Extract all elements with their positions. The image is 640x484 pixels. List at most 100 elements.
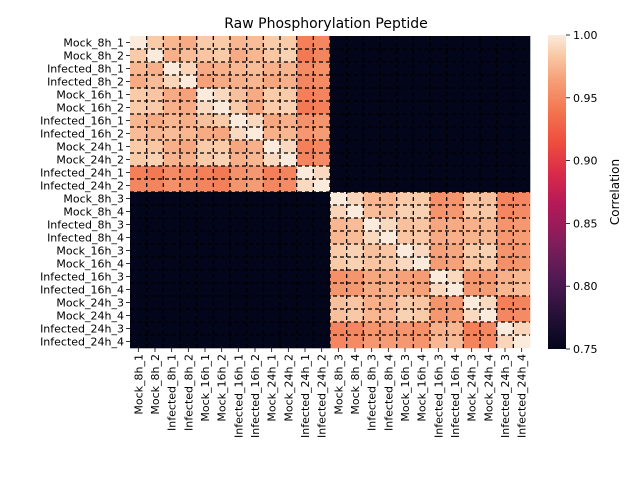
heatmap-cell bbox=[213, 75, 231, 89]
heatmap-cell bbox=[280, 322, 297, 336]
heatmap-cell bbox=[163, 153, 181, 167]
heatmap-cell bbox=[330, 335, 347, 349]
x-tick-label: Infected_16h_2 bbox=[249, 354, 262, 438]
heatmap-cell bbox=[313, 153, 331, 167]
heatmap-cell bbox=[496, 127, 514, 141]
heatmap-cell bbox=[430, 231, 447, 245]
heatmap-cell bbox=[480, 296, 497, 310]
heatmap-cell bbox=[163, 205, 181, 219]
heatmap-cell bbox=[213, 36, 231, 50]
heatmap-cell bbox=[196, 322, 214, 336]
heatmap-cell bbox=[230, 270, 247, 284]
heatmap-cell bbox=[480, 283, 497, 297]
heatmap-cell bbox=[446, 127, 464, 141]
heatmap-cell bbox=[263, 309, 281, 323]
heatmap-cell bbox=[130, 192, 147, 206]
x-tick-label: Infected_16h_3 bbox=[432, 354, 445, 438]
heatmap-cell bbox=[480, 88, 497, 102]
heatmap-cell bbox=[330, 62, 347, 76]
heatmap-cell bbox=[380, 218, 397, 232]
heatmap-cell bbox=[413, 231, 431, 245]
heatmap-cell bbox=[430, 296, 447, 310]
heatmap-cell bbox=[163, 192, 181, 206]
heatmap-cell bbox=[313, 244, 331, 258]
heatmap-cell bbox=[330, 270, 347, 284]
heatmap-cell bbox=[330, 75, 347, 89]
colorbar: 0.75 0.80 0.85 0.90 0.95 1.00 Correlation bbox=[548, 29, 622, 356]
heatmap-cell bbox=[130, 179, 147, 193]
heatmap-cell bbox=[346, 114, 364, 128]
heatmap-cell bbox=[213, 101, 231, 115]
heatmap-cell bbox=[146, 218, 164, 232]
heatmap-cell bbox=[246, 179, 264, 193]
heatmap-cell bbox=[263, 36, 281, 50]
heatmap-cell bbox=[296, 140, 314, 154]
heatmap-cell bbox=[313, 335, 331, 349]
heatmap-cell bbox=[130, 309, 147, 323]
heatmap-cell bbox=[446, 49, 464, 63]
heatmap-cell bbox=[380, 75, 397, 89]
heatmap-cell bbox=[513, 101, 531, 115]
heatmap-cell bbox=[130, 296, 147, 310]
heatmap-cell bbox=[480, 322, 497, 336]
heatmap-cell bbox=[463, 179, 481, 193]
heatmap-cell bbox=[496, 88, 514, 102]
heatmap-cell bbox=[463, 205, 481, 219]
heatmap-cell bbox=[430, 205, 447, 219]
heatmap-cell bbox=[413, 296, 431, 310]
heatmap-cell bbox=[180, 75, 197, 89]
heatmap-cell bbox=[396, 127, 414, 141]
heatmap-cell bbox=[413, 309, 431, 323]
heatmap-cell bbox=[163, 140, 181, 154]
heatmap-cell bbox=[396, 101, 414, 115]
heatmap-cell bbox=[396, 205, 414, 219]
heatmap-cell bbox=[263, 88, 281, 102]
heatmap-cell bbox=[130, 257, 147, 271]
heatmap-cell bbox=[280, 127, 297, 141]
heatmap-cell bbox=[180, 283, 197, 297]
heatmap-cell bbox=[330, 244, 347, 258]
heatmap-cell bbox=[213, 205, 231, 219]
colorbar-label: Correlation bbox=[608, 159, 622, 225]
heatmap-cell bbox=[513, 283, 531, 297]
heatmap-cell bbox=[163, 244, 181, 258]
heatmap-cell bbox=[196, 36, 214, 50]
heatmap-cell bbox=[463, 88, 481, 102]
heatmap-cell bbox=[430, 218, 447, 232]
x-tick-label: Infected_24h_1 bbox=[299, 354, 312, 438]
heatmap-cell bbox=[263, 205, 281, 219]
y-tick-label: Infected_24h_2 bbox=[40, 180, 124, 193]
heatmap-cell bbox=[246, 205, 264, 219]
heatmap-cell bbox=[263, 192, 281, 206]
heatmap-cell bbox=[146, 114, 164, 128]
heatmap-cell bbox=[496, 49, 514, 63]
heatmap-cell bbox=[213, 257, 231, 271]
heatmap-cell bbox=[396, 309, 414, 323]
heatmap-cell bbox=[180, 296, 197, 310]
heatmap-cell bbox=[396, 322, 414, 336]
heatmap-cell bbox=[196, 270, 214, 284]
heatmap-cell bbox=[230, 88, 247, 102]
heatmap-cell bbox=[296, 231, 314, 245]
heatmap-cell bbox=[363, 62, 381, 76]
heatmap-cell bbox=[363, 218, 381, 232]
heatmap-cell bbox=[313, 127, 331, 141]
heatmap-cell bbox=[130, 166, 147, 180]
y-tick-label: Mock_8h_3 bbox=[63, 193, 124, 206]
heatmap-cell bbox=[446, 322, 464, 336]
heatmap-cell bbox=[380, 257, 397, 271]
heatmap-cell bbox=[513, 309, 531, 323]
heatmap-cell bbox=[163, 166, 181, 180]
heatmap-cell bbox=[230, 322, 247, 336]
heatmap-cell bbox=[263, 244, 281, 258]
heatmap-cell bbox=[363, 166, 381, 180]
x-tick-label: Mock_8h_4 bbox=[349, 354, 362, 415]
heatmap-cell bbox=[396, 62, 414, 76]
heatmap-cell bbox=[296, 153, 314, 167]
heatmap-cell bbox=[230, 205, 247, 219]
heatmap-cell bbox=[330, 179, 347, 193]
heatmap-cell bbox=[313, 309, 331, 323]
heatmap-cell bbox=[446, 257, 464, 271]
heatmap-cell bbox=[180, 127, 197, 141]
